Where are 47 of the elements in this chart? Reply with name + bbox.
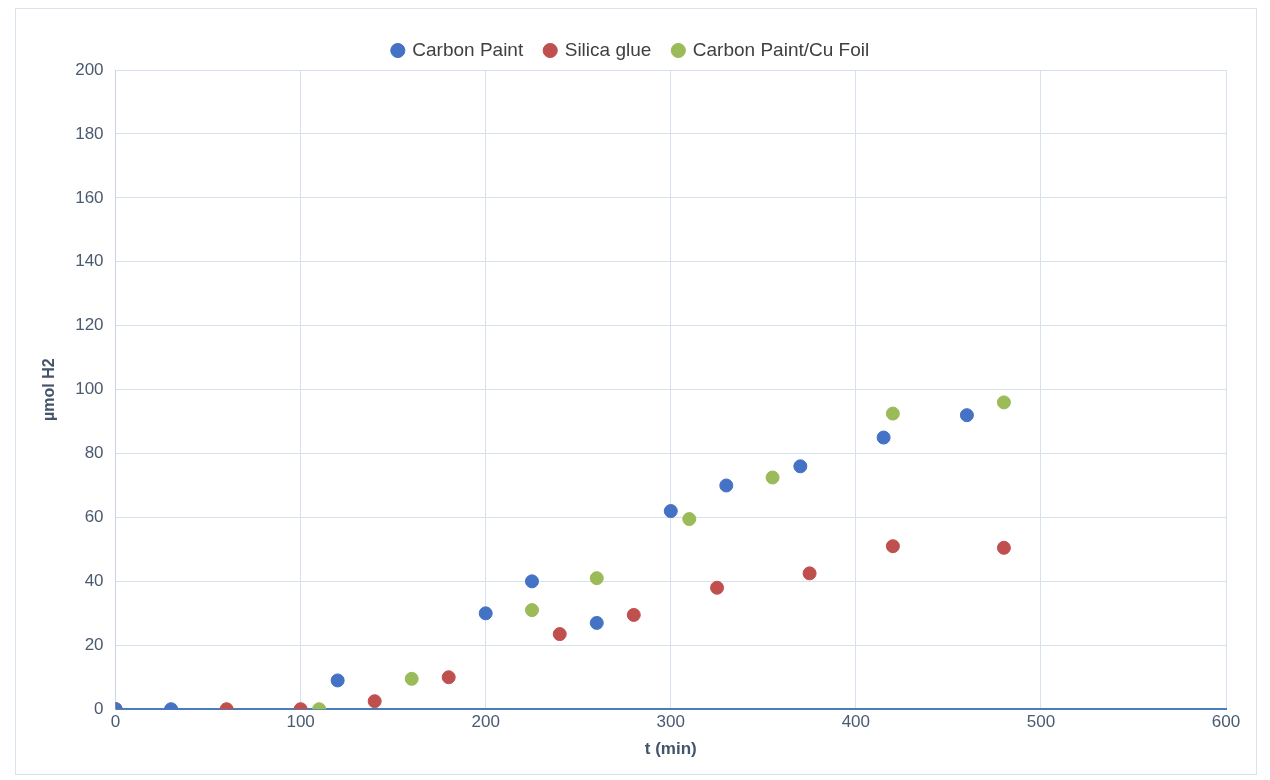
x-tick-label: 600 xyxy=(1211,712,1241,732)
point xyxy=(589,571,604,586)
point xyxy=(996,395,1011,410)
x-tick-label: 400 xyxy=(841,712,871,732)
point xyxy=(478,606,493,621)
point xyxy=(404,671,419,686)
y-tick-label: 180 xyxy=(75,123,104,143)
point xyxy=(719,478,734,493)
point xyxy=(663,504,678,519)
point xyxy=(885,539,900,554)
point xyxy=(802,566,817,581)
x-tick-label: 0 xyxy=(110,712,121,732)
y-tick-label: 40 xyxy=(84,571,104,591)
point xyxy=(367,694,382,709)
legend-label: Carbon Paint xyxy=(412,38,524,60)
point xyxy=(682,512,697,527)
point xyxy=(996,540,1011,555)
point xyxy=(626,607,641,622)
point xyxy=(765,470,780,485)
y-tick-label: 100 xyxy=(75,379,104,399)
y-tick-label: 160 xyxy=(75,187,104,207)
point xyxy=(710,580,725,595)
point xyxy=(885,406,900,421)
x-tick-label: 200 xyxy=(471,712,500,732)
point xyxy=(793,459,808,474)
x-tick-label: 300 xyxy=(656,712,685,732)
y-tick-label: 80 xyxy=(84,443,104,463)
point xyxy=(524,603,539,618)
x-tick-label: 500 xyxy=(1026,712,1056,732)
legend-label: Carbon Paint/Cu Foil xyxy=(692,38,870,60)
y-tick-label: 120 xyxy=(75,315,104,335)
y-axis-title: µmol H2 xyxy=(40,358,58,421)
point xyxy=(330,673,345,688)
point xyxy=(524,574,539,589)
y-tick-label: 20 xyxy=(84,634,104,654)
point xyxy=(876,430,891,445)
y-tick-label: 60 xyxy=(84,507,104,527)
y-tick-label: 0 xyxy=(94,698,104,718)
point xyxy=(589,615,604,630)
x-tick-label: 100 xyxy=(286,712,315,732)
x-axis-title: t (min) xyxy=(644,739,697,759)
point xyxy=(441,670,456,685)
y-tick-label: 140 xyxy=(75,251,104,271)
legend-label: Silica glue xyxy=(564,38,652,60)
point xyxy=(959,408,974,423)
point xyxy=(552,627,567,642)
y-tick-label: 200 xyxy=(75,59,104,79)
